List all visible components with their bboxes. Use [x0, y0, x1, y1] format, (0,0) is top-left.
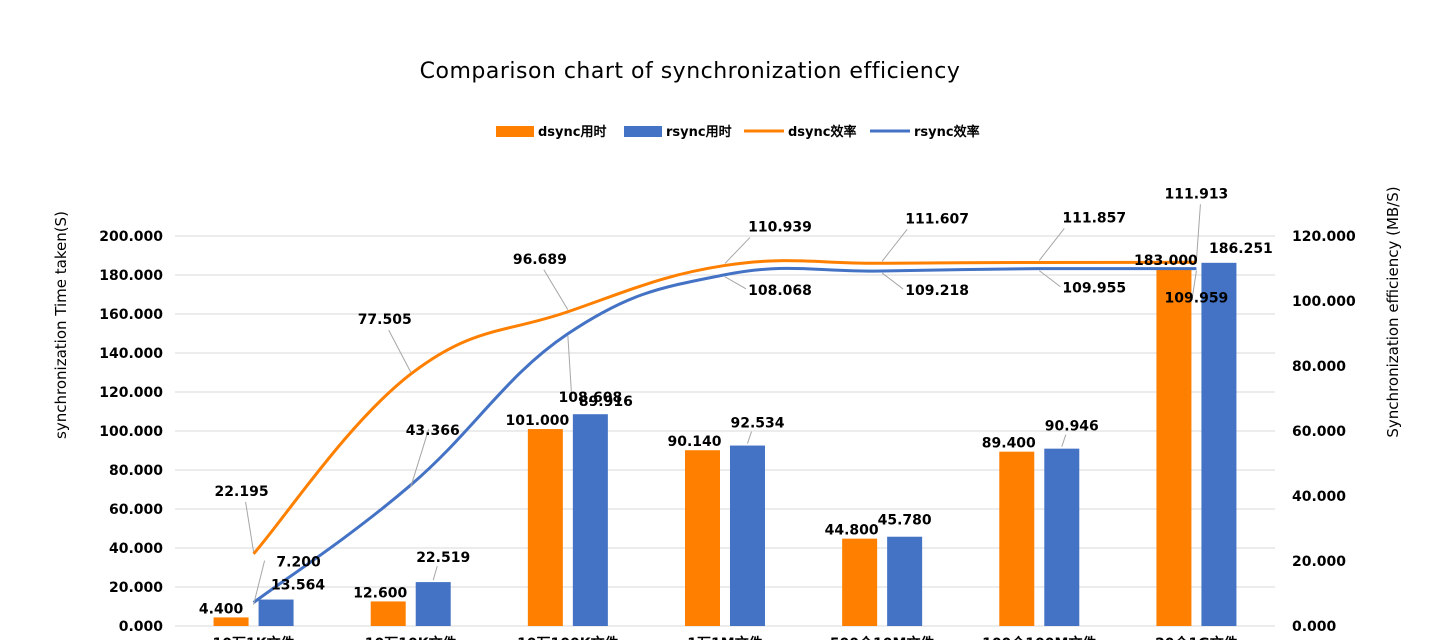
- bar-label-dsync: 183.000: [1134, 253, 1198, 269]
- y-tick-label: 20.000: [109, 580, 163, 596]
- line-label-dsync: 77.505: [358, 312, 412, 328]
- bar-dsync-time: [213, 617, 249, 626]
- bar-rsync-time: [1201, 262, 1237, 626]
- bar-dsync-time: [527, 429, 563, 626]
- y-tick-label: 60.000: [109, 502, 163, 518]
- line-label-dsync: 111.607: [905, 211, 969, 227]
- x-tick-label: 1万1M文件: [687, 635, 762, 640]
- x-tick-label: 10万1K文件: [213, 635, 295, 640]
- y2-tick-label: 40.000: [1292, 489, 1346, 505]
- line-rsync-efficiency: [252, 266, 1197, 604]
- x-tick-label: 10万100K文件: [517, 635, 619, 640]
- line-label-rsync: 109.959: [1165, 291, 1229, 307]
- y-tick-label: 80.000: [109, 463, 163, 479]
- bar-rsync-time: [572, 414, 608, 626]
- leader-line: [1191, 270, 1197, 297]
- y-axis-title: synchronization Time taken(S): [52, 211, 70, 439]
- leader-line: [253, 560, 266, 605]
- bar-label-dsync: 44.800: [825, 523, 879, 539]
- y-tick-label: 180.000: [99, 268, 163, 284]
- legend-swatch-dsync-time: [496, 126, 534, 137]
- leader-line: [567, 335, 573, 400]
- bar-label-rsync: 22.519: [416, 550, 470, 566]
- bar-label-dsync: 101.000: [505, 413, 569, 429]
- y-tick-label: 40.000: [109, 541, 163, 557]
- bar-rsync-time: [1044, 448, 1080, 626]
- y2-tick-label: 20.000: [1292, 554, 1346, 570]
- bar-dsync-time: [1156, 269, 1192, 626]
- leader-line: [747, 431, 752, 444]
- legend-label-rsync-eff: rsync效率: [914, 124, 980, 140]
- line-label-dsync: 22.195: [215, 484, 269, 500]
- line-label-rsync: 109.955: [1062, 281, 1126, 297]
- leader-line: [1038, 270, 1061, 288]
- bar-rsync-time: [415, 582, 451, 626]
- y2-tick-label: 0.000: [1292, 619, 1337, 635]
- bar-label-rsync: 45.780: [878, 513, 932, 529]
- y-tick-label: 200.000: [99, 229, 163, 245]
- line-label-dsync: 110.939: [748, 219, 812, 235]
- line-label-dsync: 111.857: [1062, 210, 1126, 226]
- bar-dsync-time: [370, 601, 406, 626]
- leader-line: [724, 237, 751, 264]
- legend-label-dsync-eff: dsync效率: [788, 124, 856, 140]
- leader-line: [410, 428, 430, 488]
- bar-rsync-time: [730, 445, 765, 626]
- leader-line: [388, 329, 412, 373]
- bar-label-dsync: 12.600: [353, 585, 407, 601]
- y2-tick-label: 120.000: [1292, 229, 1356, 245]
- legend-label-rsync-time: rsync用时: [666, 124, 732, 140]
- line-label-rsync: 7.200: [276, 555, 321, 571]
- legend-label-dsync-time: dsync用时: [538, 124, 606, 140]
- leader-line: [1195, 204, 1201, 261]
- leader-line: [245, 501, 255, 552]
- x-tick-label: 10万10K文件: [365, 635, 457, 640]
- x-tick-label: 20个1G文件: [1155, 635, 1238, 640]
- bar-label-rsync: 13.564: [271, 578, 325, 594]
- legend-swatch-rsync-time: [624, 126, 662, 137]
- bar-rsync-time: [258, 599, 294, 626]
- y2-tick-label: 100.000: [1292, 294, 1356, 310]
- bar-label-dsync: 90.140: [667, 434, 721, 450]
- chart-title: Comparison chart of synchronization effi…: [420, 59, 961, 84]
- bar-dsync-time: [842, 538, 878, 626]
- bar-label-rsync: 90.946: [1045, 419, 1099, 435]
- y-tick-label: 0.000: [119, 619, 164, 635]
- y-tick-label: 120.000: [99, 385, 163, 401]
- line-dsync-efficiency: [252, 259, 1197, 555]
- bar-label-rsync: 108.608: [558, 390, 622, 406]
- line-label-dsync: 96.689: [513, 252, 567, 268]
- line-label-dsync: 111.913: [1165, 186, 1229, 202]
- y-tick-label: 100.000: [99, 424, 163, 440]
- bar-label-dsync: 4.400: [199, 601, 244, 617]
- line-label-rsync: 108.068: [748, 283, 812, 299]
- line-label-rsync: 109.218: [905, 283, 969, 299]
- leader-line: [724, 276, 747, 290]
- bar-label-rsync: 92.534: [730, 416, 784, 432]
- line-label-rsync: 43.366: [406, 423, 460, 439]
- x-tick-label: 500个10M文件: [830, 635, 935, 640]
- leader-line: [1038, 228, 1065, 261]
- bar-dsync-time: [685, 450, 720, 626]
- x-tick-label: 100个100M文件: [982, 635, 1096, 640]
- y-tick-label: 140.000: [99, 346, 163, 362]
- line-label-rsync: 89.916: [579, 394, 633, 410]
- leader-line: [881, 272, 904, 290]
- leader-line: [1061, 434, 1067, 447]
- bar-label-rsync: 186.251: [1209, 241, 1273, 257]
- y2-axis-title: Synchronization efficiency (MB/S): [1384, 186, 1402, 437]
- legend: dsync用时 rsync用时 dsync效率 rsync效率: [496, 124, 980, 140]
- y-tick-label: 160.000: [99, 307, 163, 323]
- bar-label-dsync: 89.400: [982, 436, 1036, 452]
- leader-line: [543, 269, 569, 311]
- leader-line: [432, 565, 438, 581]
- leader-line: [881, 228, 908, 262]
- bar-dsync-time: [999, 451, 1035, 626]
- y2-tick-label: 80.000: [1292, 359, 1346, 375]
- bar-rsync-time: [887, 536, 923, 626]
- y2-tick-label: 60.000: [1292, 424, 1346, 440]
